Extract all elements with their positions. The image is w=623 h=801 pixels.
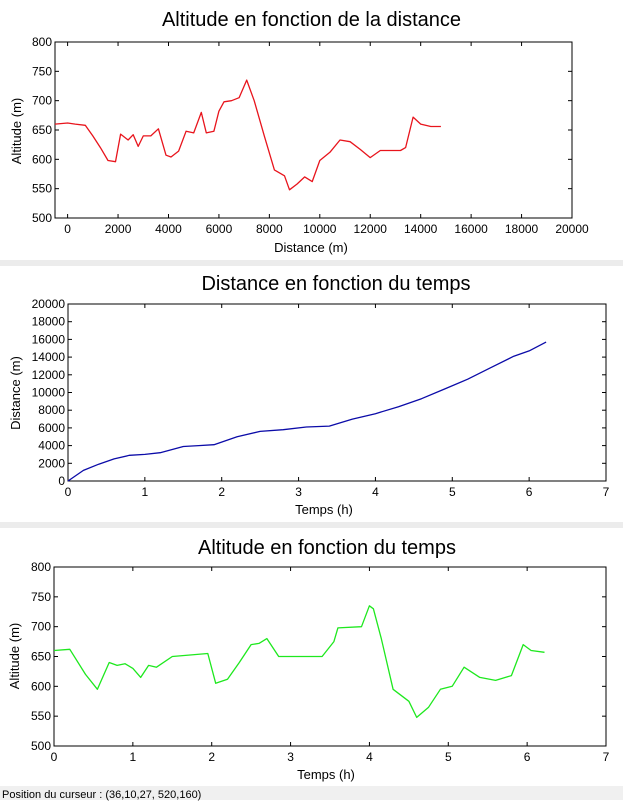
- y-tick-label: 550: [32, 182, 52, 196]
- x-tick-label: 6: [526, 485, 533, 499]
- x-axis-label: Temps (h): [297, 767, 355, 782]
- y-tick-label: 0: [58, 474, 65, 488]
- y-axis-label: Altitude (m): [7, 623, 22, 689]
- x-tick-label: 1: [142, 485, 149, 499]
- y-tick-label: 14000: [32, 350, 66, 364]
- y-tick-label: 650: [32, 123, 52, 137]
- series-line: [54, 79, 441, 191]
- x-tick-label: 16000: [454, 222, 488, 236]
- y-tick-label: 10000: [32, 386, 66, 400]
- x-tick-label: 7: [603, 750, 610, 764]
- y-tick-label: 16000: [32, 332, 66, 346]
- x-tick-label: 12000: [354, 222, 388, 236]
- x-tick-label: 6: [524, 750, 531, 764]
- y-tick-label: 6000: [38, 421, 65, 435]
- y-tick-label: 12000: [32, 368, 66, 382]
- y-tick-label: 800: [31, 560, 51, 574]
- x-tick-label: 6000: [206, 222, 233, 236]
- chart-title: Distance en fonction du temps: [201, 273, 470, 295]
- x-axis-label: Temps (h): [295, 502, 353, 517]
- y-tick-label: 500: [31, 739, 51, 753]
- y-tick-label: 750: [31, 590, 51, 604]
- y-tick-label: 700: [32, 94, 52, 108]
- chart-title: Altitude en fonction du temps: [198, 537, 456, 559]
- y-tick-label: 750: [32, 64, 52, 78]
- y-tick-label: 20000: [32, 297, 66, 311]
- chart-background: [0, 0, 623, 260]
- y-tick-label: 800: [32, 35, 52, 49]
- x-tick-label: 20000: [555, 222, 589, 236]
- x-tick-label: 0: [65, 485, 72, 499]
- y-tick-label: 650: [31, 650, 51, 664]
- chart-panel-distance-temps: Distance en fonction du temps Temps (h) …: [0, 266, 623, 522]
- panel-separator: [0, 260, 623, 266]
- x-tick-label: 2: [208, 750, 215, 764]
- x-tick-label: 7: [603, 485, 610, 499]
- x-axis-label: Distance (m): [274, 240, 348, 255]
- y-tick-label: 2000: [38, 456, 65, 470]
- cursor-position-text: Position du curseur : (36,10,27, 520,160…: [2, 789, 202, 801]
- y-axis-label: Altitude (m): [9, 98, 24, 164]
- x-tick-label: 0: [51, 750, 58, 764]
- y-tick-label: 4000: [38, 439, 65, 453]
- y-tick-label: 18000: [32, 315, 66, 329]
- x-tick-label: 18000: [505, 222, 539, 236]
- chart-title: Altitude en fonction de la distance: [162, 9, 461, 31]
- x-tick-label: 3: [295, 485, 302, 499]
- series-line: [53, 605, 545, 719]
- x-tick-label: 5: [449, 485, 456, 499]
- chart-panel-altitude-temps: Altitude en fonction du temps Temps (h) …: [0, 528, 623, 786]
- y-tick-label: 8000: [38, 403, 65, 417]
- y-tick-label: 500: [32, 211, 52, 225]
- chart-panel-altitude-distance: Altitude en fonction de la distance Dist…: [0, 0, 623, 260]
- x-tick-label: 4: [366, 750, 373, 764]
- chart-altitude-temps: Altitude en fonction du temps Temps (h) …: [0, 528, 623, 786]
- status-bar: [0, 786, 623, 800]
- chart-altitude-distance: Altitude en fonction de la distance Dist…: [0, 0, 623, 260]
- x-tick-label: 4: [372, 485, 379, 499]
- x-tick-label: 3: [287, 750, 294, 764]
- x-tick-label: 0: [64, 222, 71, 236]
- panel-separator: [0, 522, 623, 528]
- x-tick-label: 14000: [404, 222, 438, 236]
- y-tick-label: 700: [31, 620, 51, 634]
- y-axis-label: Distance (m): [8, 356, 23, 430]
- x-tick-label: 2: [218, 485, 225, 499]
- series-line: [67, 341, 547, 482]
- x-tick-label: 5: [445, 750, 452, 764]
- x-tick-label: 1: [130, 750, 137, 764]
- x-tick-label: 4000: [155, 222, 182, 236]
- y-tick-label: 600: [32, 152, 52, 166]
- x-tick-label: 2000: [105, 222, 132, 236]
- x-tick-label: 10000: [303, 222, 337, 236]
- x-tick-label: 8000: [256, 222, 283, 236]
- chart-distance-temps: Distance en fonction du temps Temps (h) …: [0, 266, 623, 522]
- chart-background: [0, 266, 623, 522]
- y-tick-label: 600: [31, 679, 51, 693]
- y-tick-label: 550: [31, 709, 51, 723]
